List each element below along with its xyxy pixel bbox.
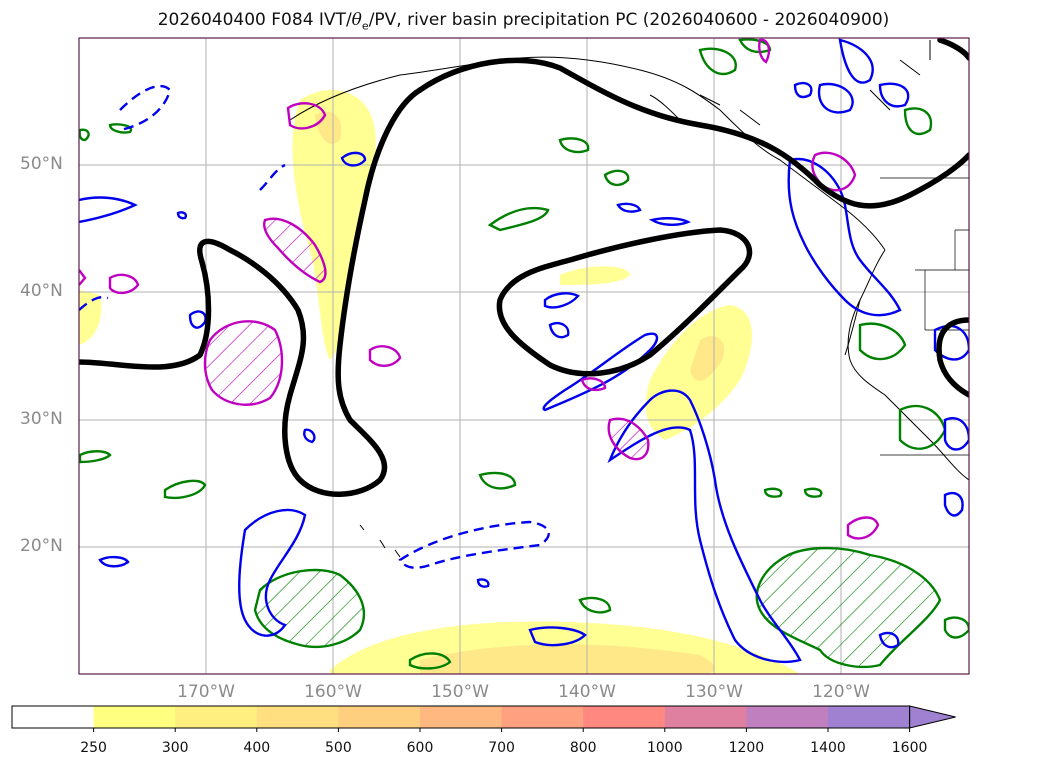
borders [880, 177, 969, 456]
colorbar-segment [12, 706, 95, 728]
colorbar-tick-label: 1600 [891, 740, 928, 756]
lon-label-120w: 120°W [812, 682, 870, 702]
colorbar-tick-label: 800 [569, 740, 597, 756]
lat-label-30n: 30°N [20, 409, 63, 429]
lon-label-140w: 140°W [558, 682, 616, 702]
colorbar-segment [93, 706, 176, 728]
lon-label-150w: 150°W [431, 682, 489, 702]
colorbar-tick-label: 1400 [810, 740, 846, 756]
colorbar [11, 705, 956, 732]
chart-title: 2026040400 F084 IVT/θe/PV, river basin p… [157, 10, 890, 33]
lat-label-50n: 50°N [20, 154, 63, 174]
colorbar-frame [11, 705, 911, 729]
pv-contours [79, 38, 969, 497]
lon-label-130w: 130°W [685, 682, 743, 702]
lon-label-160w: 160°W [304, 682, 362, 702]
lat-label-20n: 20°N [20, 536, 63, 556]
colorbar-segment [256, 706, 339, 728]
colorbar-tick-label: 300 [161, 740, 189, 756]
theta-e-dashed [79, 84, 550, 569]
colorbar-tick-label: 1200 [728, 740, 765, 756]
colorbar-segment [828, 706, 911, 728]
colorbar-tick-label: 600 [406, 740, 434, 756]
colorbar-tick-label: 250 [80, 740, 107, 756]
colorbar-segment [664, 706, 747, 728]
ivt-max-contours [79, 38, 880, 540]
colorbar-segment [338, 706, 421, 728]
colorbar-segment [501, 706, 584, 728]
colorbar-segment [583, 706, 666, 728]
lon-label-170w: 170°W [177, 682, 235, 702]
colorbar-tick-label: 700 [488, 740, 515, 756]
lat-label-40n: 40°N [20, 281, 63, 301]
colorbar-tick-label: 500 [325, 740, 352, 756]
colorbar-segment [175, 706, 258, 728]
colorbar-segment [420, 706, 503, 728]
map-frame [78, 37, 970, 675]
ivt-shading-inner [315, 111, 725, 674]
colorbar-extend-arrow [909, 705, 956, 729]
colorbar-tick-label: 400 [243, 740, 271, 756]
colorbar-tick-label: 1000 [646, 740, 683, 756]
colorbar-segment [746, 706, 829, 728]
